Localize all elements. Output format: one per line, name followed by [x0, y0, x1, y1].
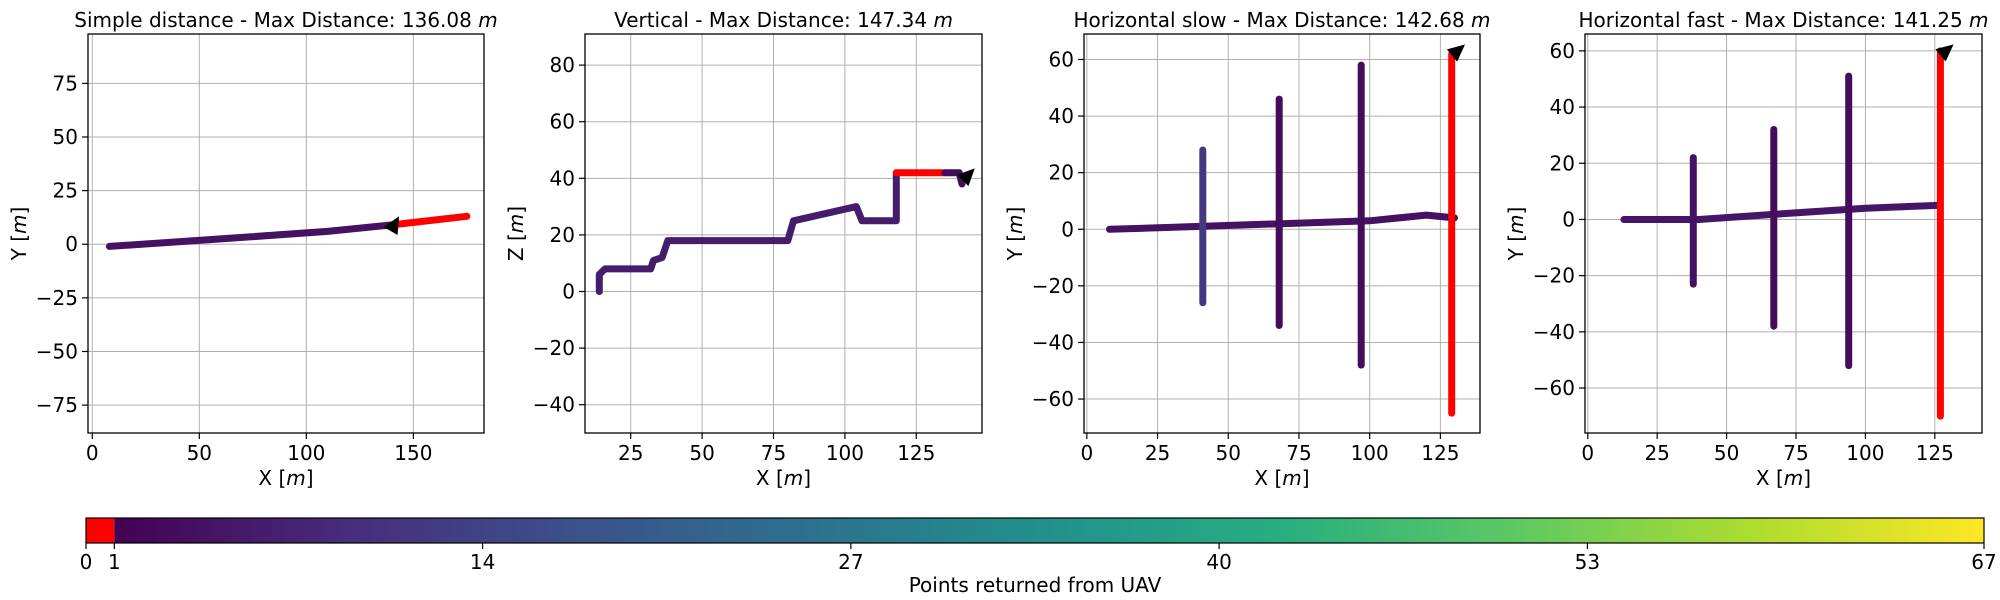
y-tick-label: 0: [562, 280, 575, 304]
y-tick-label: −20: [1533, 264, 1575, 288]
x-tick-label: 0: [1080, 441, 1093, 465]
colorbar: 0 1 14 27 40 53 67 Points returned from UAV: [80, 517, 1997, 597]
y-tick-label: 20: [1049, 161, 1074, 185]
x-axis-label: X [m]: [756, 466, 811, 490]
y-tick-label: −40: [1533, 320, 1575, 344]
x-tick-label: 50: [1714, 441, 1739, 465]
y-tick-label: −75: [36, 393, 78, 417]
x-tick-label: 50: [689, 441, 714, 465]
y-tick-label: 60: [1550, 39, 1575, 63]
x-tick-label: 25: [1145, 441, 1170, 465]
x-tick-label: 100: [287, 441, 325, 465]
trajectory-track-1: [1620, 201, 1942, 223]
colorbar-tick-label: 0: [80, 550, 93, 574]
x-tick-label: 125: [1421, 441, 1459, 465]
y-tick-label: 40: [550, 166, 575, 190]
x-tick-label: 150: [394, 441, 432, 465]
y-tick-label: 0: [1562, 207, 1575, 231]
y-tick-label: −25: [36, 286, 78, 310]
colorbar-tick-label: 27: [838, 550, 863, 574]
x-tick-label: 25: [1644, 441, 1669, 465]
y-tick-label: 0: [65, 232, 78, 256]
x-tick-label: 75: [1783, 441, 1808, 465]
x-tick-label: 25: [618, 441, 643, 465]
y-axis-label: Y [m]: [7, 207, 31, 262]
x-tick-label: 100: [826, 441, 864, 465]
trajectory-track-1: [1106, 211, 1458, 233]
x-tick-label: 100: [1846, 441, 1884, 465]
subplot-4: 0 25 50 75 100 125 −60 −40 −20 0 20 40 60 X [m] Y [m] H…: [1504, 8, 1989, 490]
x-tick-label: 125: [897, 441, 935, 465]
trajectory-track-2: [388, 212, 471, 229]
y-axis-label: Y [m]: [1504, 207, 1528, 262]
y-tick-label: 40: [1049, 104, 1074, 128]
subplot-title: Horizontal fast - Max Distance: 141.25 m: [1578, 8, 1988, 32]
colorbar-tick-label: 40: [1206, 550, 1231, 574]
colorbar-tick-label: 67: [1971, 550, 1996, 574]
y-tick-label: −60: [1032, 387, 1074, 411]
trajectory-track-1: [595, 169, 900, 295]
x-tick-label: 0: [86, 441, 99, 465]
y-axis-label: Y [m]: [1003, 207, 1027, 262]
colorbar-tick-label: 53: [1575, 550, 1600, 574]
y-tick-label: 75: [53, 71, 78, 95]
x-tick-label: 50: [187, 441, 212, 465]
uav-heading-arrow: [383, 216, 400, 235]
subplot-2: 25 50 75 100 125 −40 −20 0 20 40 60 80 X [m] Z [m] Ver…: [504, 8, 983, 490]
colorbar-gradient-bar: [114, 518, 1984, 543]
y-tick-label: −40: [1032, 330, 1074, 354]
y-tick-label: 50: [53, 125, 78, 149]
y-tick-label: 80: [550, 53, 575, 77]
y-tick-label: −40: [533, 393, 575, 417]
axes-frame: [1584, 33, 1983, 434]
y-tick-label: 25: [53, 179, 78, 203]
y-tick-label: 40: [1550, 95, 1575, 119]
colorbar-frame: [85, 517, 1985, 544]
colorbar-zero-segment: [86, 518, 115, 543]
y-tick-label: −60: [1533, 376, 1575, 400]
uav-heading-arrow: [1935, 44, 1954, 62]
y-tick-label: 20: [1550, 151, 1575, 175]
x-tick-label: 0: [1581, 441, 1594, 465]
x-tick-label: 125: [1916, 441, 1954, 465]
subplot-1: 0 50 100 150 −75 −50 −25 0 25 50 75 X [m] Y [m] Simpl…: [7, 8, 498, 490]
axes-frame: [1083, 33, 1481, 434]
subplot-title: Vertical - Max Distance: 147.34 m: [614, 8, 953, 32]
subplot-title: Simple distance - Max Distance: 136.08 m: [74, 8, 497, 32]
colorbar-tick-label: 14: [470, 550, 495, 574]
x-tick-label: 75: [1286, 441, 1311, 465]
y-tick-label: −20: [1032, 274, 1074, 298]
subplot-3: 0 25 50 75 100 125 −60 −40 −20 0 20 40 60 X [m] Y [m] H…: [1003, 8, 1491, 490]
axes-frame: [87, 33, 485, 434]
y-tick-label: −20: [533, 336, 575, 360]
x-axis-label: X [m]: [1756, 466, 1811, 490]
x-tick-label: 50: [1216, 441, 1241, 465]
colorbar-label: Points returned from UAV: [909, 573, 1162, 597]
trajectory-track-3: [941, 169, 966, 188]
y-tick-label: 20: [550, 223, 575, 247]
y-tick-label: 60: [1049, 47, 1074, 71]
y-tick-label: −50: [36, 339, 78, 363]
x-tick-label: 100: [1351, 441, 1389, 465]
uav-heading-arrow: [1446, 44, 1466, 62]
y-tick-label: 60: [550, 110, 575, 134]
y-axis-label: Z [m]: [504, 206, 528, 261]
uav-heading-arrow: [957, 168, 975, 187]
colorbar-tick-label: 1: [108, 550, 121, 574]
axes-frame: [584, 33, 983, 434]
x-tick-label: 75: [761, 441, 786, 465]
trajectory-track-1: [105, 221, 396, 250]
subplot-title: Horizontal slow - Max Distance: 142.68 m: [1073, 8, 1490, 32]
y-tick-label: 0: [1061, 217, 1074, 241]
x-axis-label: X [m]: [258, 466, 313, 490]
x-axis-label: X [m]: [1254, 466, 1309, 490]
